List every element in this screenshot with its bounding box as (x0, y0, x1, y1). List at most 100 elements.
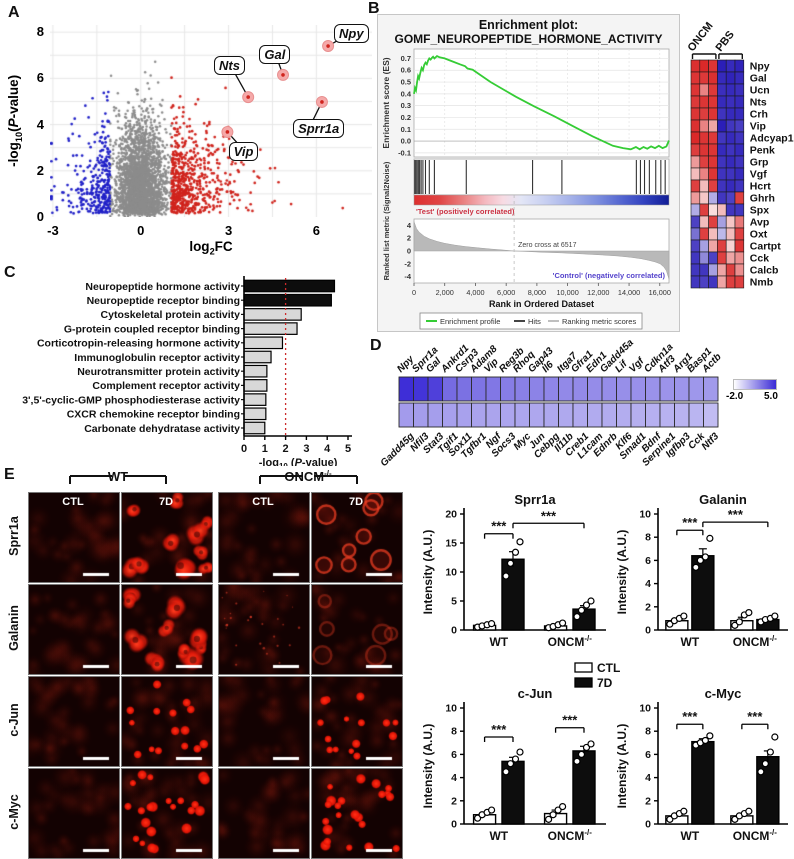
zero-cross-annotation: Zero cross at 6517 (518, 242, 576, 249)
heatmap-gene-label-Spx: Spx (750, 205, 769, 217)
e-chart-group-label: ONCM-/- (733, 634, 778, 649)
rank-xtick-label: 12,000 (587, 288, 609, 297)
heatmap-cell (717, 167, 727, 181)
e-chart-group-label: WT (489, 829, 508, 843)
e-datapoint (487, 620, 496, 628)
e-row-label-Galanin: Galanin (7, 604, 21, 651)
d-heatmap-cell-top (529, 376, 545, 402)
gsea-legend-box (419, 312, 643, 330)
e-chart-ytick-label: 10 (445, 703, 457, 715)
go-xtick-label: 5 (345, 443, 351, 455)
heatmap-cell (699, 227, 709, 241)
e-group-base-wt: WT (108, 469, 128, 484)
d-scale-max-label: 5.0 (764, 391, 778, 402)
heatmap-cell (717, 191, 727, 205)
heatmap-cell (734, 83, 745, 97)
go-x-axis-label: -log10 (P-value) (259, 457, 338, 466)
volcano-xtick-6: 6 (312, 223, 320, 238)
heatmap-cell (734, 215, 745, 229)
e-chart-group-base: ONCM (733, 635, 770, 649)
e-chart-ytick-label: 4 (645, 578, 651, 590)
es-ytick-label: 0.7 (401, 54, 411, 63)
panel-label-e: E (4, 466, 15, 483)
heatmap-cell (708, 275, 718, 289)
d-heatmap-cell-bottom (601, 402, 617, 428)
go-bar (243, 364, 268, 378)
go-category-label: Neurotransmitter protein activity (77, 366, 240, 378)
heatmap-cell (734, 155, 745, 169)
heatmap-cell (708, 215, 718, 229)
heatmap-gene-label-Ghrh: Ghrh (750, 193, 775, 205)
e-chart-ytick-label: 10 (639, 703, 651, 715)
heatmap-cell (708, 119, 718, 133)
gene-label-Nts: Nts (214, 55, 245, 75)
go-category-label: CXCR chemokine receptor binding (67, 409, 240, 421)
gene-label-Sprr1a: Sprr1a (293, 119, 345, 139)
metric-y-axis-label: Ranked list metric (Signal2Noise) (382, 161, 391, 280)
e-group-label-wt: WT (108, 469, 128, 484)
micrograph-c-Jun-7D-1 (121, 676, 213, 767)
e-datapoint (701, 736, 709, 745)
e-chart-ytick-label: 10 (445, 567, 457, 579)
e-chart-group-sup: -/- (769, 634, 777, 643)
heatmap-cell (717, 95, 727, 109)
heatmap-cell (708, 227, 718, 241)
heatmap-cell (717, 179, 727, 193)
e-legend-7d-swatch (574, 677, 593, 688)
volcano-xtick--3: -3 (47, 223, 59, 238)
heatmap-cell (699, 59, 709, 73)
heatmap-cell (708, 251, 718, 265)
e-chart-ytick-label: 5 (451, 596, 457, 608)
d-scale-min-label: -2.0 (726, 391, 744, 402)
d-heatmap-cell-top (703, 376, 719, 402)
heatmap-gene-label-Grp: Grp (750, 157, 769, 169)
heatmap-cell (690, 239, 701, 253)
heatmap-cell (734, 131, 745, 145)
micrograph-c-Jun-CTL-2 (218, 676, 310, 767)
panel-label-d: D (370, 337, 382, 354)
heatmap-gene-label-Npy: Npy (750, 61, 770, 73)
e-chart-group-base: ONCM (733, 829, 770, 843)
heatmap-cell (690, 143, 701, 157)
rank-xtick-label: 6,000 (497, 288, 515, 297)
e-datapoint (511, 755, 520, 763)
e-chart-group-base: WT (681, 635, 700, 649)
d-heatmap-cell-bottom (703, 402, 719, 428)
panel-d-gene-heatmap: Npy Sprr1a Gal Ankrd1 Csrp3 Adam8 Vip Reg3b Rhoq… (360, 336, 794, 469)
e-datapoint (745, 608, 753, 617)
heatmap-cell (725, 155, 736, 169)
e-chart-ytick-label: 10 (639, 509, 651, 521)
e-chart-group-label: WT (681, 829, 700, 843)
e-bracket-svg: WT ONCM-/- (69, 469, 358, 484)
volcano-y-axis-label: -log10(P-value) (6, 74, 24, 167)
heatmap-cell (717, 107, 727, 121)
e-chart-ytick-label: 0 (645, 625, 651, 637)
heatmap-cell (725, 107, 736, 121)
es-ytick-label: 0.1 (401, 125, 411, 134)
e-datapoint (680, 612, 688, 620)
go-bars-svg: Neuropeptide hormone activity Neuropeptid… (22, 276, 352, 466)
e-datapoint (506, 760, 515, 768)
e-chart-group-label: ONCM-/- (548, 828, 593, 843)
micrograph-Galanin-CTL-2 (218, 584, 310, 675)
d-heatmap-cell-top (572, 376, 588, 402)
heatmap-cell (725, 143, 736, 157)
e-chart-ytick-label: 0 (645, 819, 651, 831)
heatmap-cell (734, 95, 745, 109)
e-datapoint (516, 538, 524, 546)
micrograph-Sprr1a-7D-1 (121, 492, 213, 583)
e-row-label-c-Myc: c-Myc (7, 793, 21, 830)
control-phenotype-label: 'Control' (negatively correlated) (553, 271, 666, 280)
heatmap-cell (708, 95, 718, 109)
e-chart-title-c-Myc: c-Myc (705, 686, 742, 701)
es-ytick-label: 0.0 (401, 137, 411, 146)
e-datapoint (761, 760, 769, 768)
micrograph-Galanin-7D-3 (311, 584, 403, 675)
heatmap-cell (717, 83, 727, 97)
rank-xtick-label: 8,000 (528, 288, 546, 297)
d-heatmap-cell-bottom (630, 402, 646, 428)
heatmap-cell (725, 59, 736, 73)
es-y-axis-label: Enrichment score (ES) (381, 57, 391, 148)
micrograph-condition-label: CTL (62, 496, 84, 508)
heatmap-cell (717, 239, 727, 253)
